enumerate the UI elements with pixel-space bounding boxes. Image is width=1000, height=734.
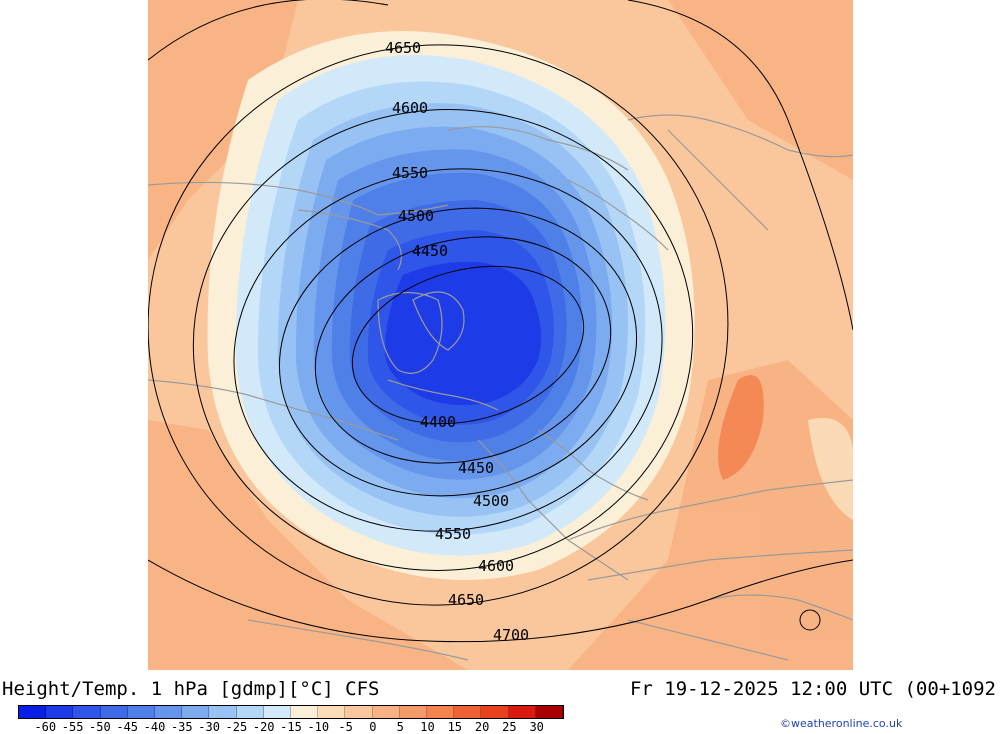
- color-legend-ticks: -60 -55 -50 -45 -40 -35 -30 -25 -20 -15 -10 -5 0 5 10 1…: [18, 720, 564, 734]
- map-title: Height/Temp. 1 hPa [gdmp][°C] CFS: [2, 678, 380, 700]
- contour-4550: [233, 168, 663, 532]
- legend-swatch: [19, 706, 47, 718]
- legend-tick-label: -20: [252, 720, 275, 734]
- contour-4500: [278, 207, 638, 497]
- contour-label: 4500: [473, 492, 509, 510]
- legend-swatch: [263, 706, 292, 718]
- contour-label: 4700: [493, 626, 529, 644]
- contour-label: 4450: [458, 459, 494, 477]
- legend-swatch: [127, 706, 156, 718]
- legend-swatch: [155, 706, 183, 718]
- legend-tick-label: -10: [307, 720, 330, 734]
- contour-small: [799, 609, 821, 631]
- contour-label: 4600: [392, 99, 428, 117]
- legend-tick-label: -25: [225, 720, 248, 734]
- height-contours: [148, 0, 853, 643]
- contour-label: 4450: [412, 242, 448, 260]
- contour-4700: [148, 0, 853, 643]
- legend-swatch: [100, 706, 128, 718]
- legend-tick-label: 0: [369, 720, 377, 734]
- legend-tick-label: 5: [396, 720, 404, 734]
- legend-swatch: [345, 706, 373, 718]
- contour-4650: [148, 44, 729, 606]
- legend-swatch: [481, 706, 509, 718]
- legend-swatch: [427, 706, 455, 718]
- legend-tick-label: -55: [61, 720, 84, 734]
- contour-labels: 4650 4600 4550 4500 4450 4400 4450 4500 …: [385, 39, 529, 644]
- legend-swatch: [236, 706, 264, 718]
- legend-tick-label: -60: [34, 720, 57, 734]
- credit-link[interactable]: ©weatheronline.co.uk: [780, 717, 903, 730]
- contour-label: 4500: [398, 207, 434, 225]
- contour-label: 4550: [435, 525, 471, 543]
- valid-time: Fr 19-12-2025 12:00 UTC (00+1092: [629, 678, 996, 700]
- legend-swatch: [46, 706, 74, 718]
- legend-swatch: [454, 706, 482, 718]
- legend-tick-label: -30: [198, 720, 220, 734]
- contour-4600: [192, 109, 694, 571]
- legend-tick-label: 25: [502, 720, 517, 734]
- legend-swatch: [209, 706, 237, 718]
- legend-tick-label: -35: [170, 720, 193, 734]
- weather-map: 4650 4600 4550 4500 4450 4400 4450 4500 …: [148, 0, 853, 670]
- temperature-field: [207, 31, 695, 580]
- legend-swatch: [399, 706, 428, 718]
- legend-tick-label: 20: [474, 720, 490, 734]
- legend-swatch: [535, 706, 564, 718]
- coastlines: [148, 114, 853, 661]
- contour-4400: [351, 265, 585, 425]
- contour-label: 4650: [385, 39, 421, 57]
- legend-swatch: [318, 706, 346, 718]
- legend-swatch: [182, 706, 210, 718]
- legend-tick-label: 15: [447, 720, 463, 734]
- legend-tick-label: -15: [280, 720, 302, 734]
- contour-label: 4650: [448, 591, 484, 609]
- legend-tick-label: -5: [338, 720, 353, 734]
- legend-tick-label: -45: [116, 720, 139, 734]
- legend-tick-label: -50: [89, 720, 111, 734]
- legend-swatch: [372, 706, 400, 718]
- warm-field-patches: [148, 0, 853, 670]
- legend-tick-label: 30: [529, 720, 544, 734]
- legend-swatch: [291, 706, 319, 718]
- legend-swatch: [508, 706, 536, 718]
- legend-swatch: [73, 706, 101, 718]
- contour-4450: [314, 236, 612, 464]
- contour-label: 4400: [420, 413, 456, 431]
- color-legend-bar: [18, 705, 564, 719]
- contour-label: 4600: [478, 557, 514, 575]
- contour-label: 4550: [392, 164, 428, 182]
- legend-tick-label: 10: [420, 720, 435, 734]
- legend-tick-label: -40: [143, 720, 166, 734]
